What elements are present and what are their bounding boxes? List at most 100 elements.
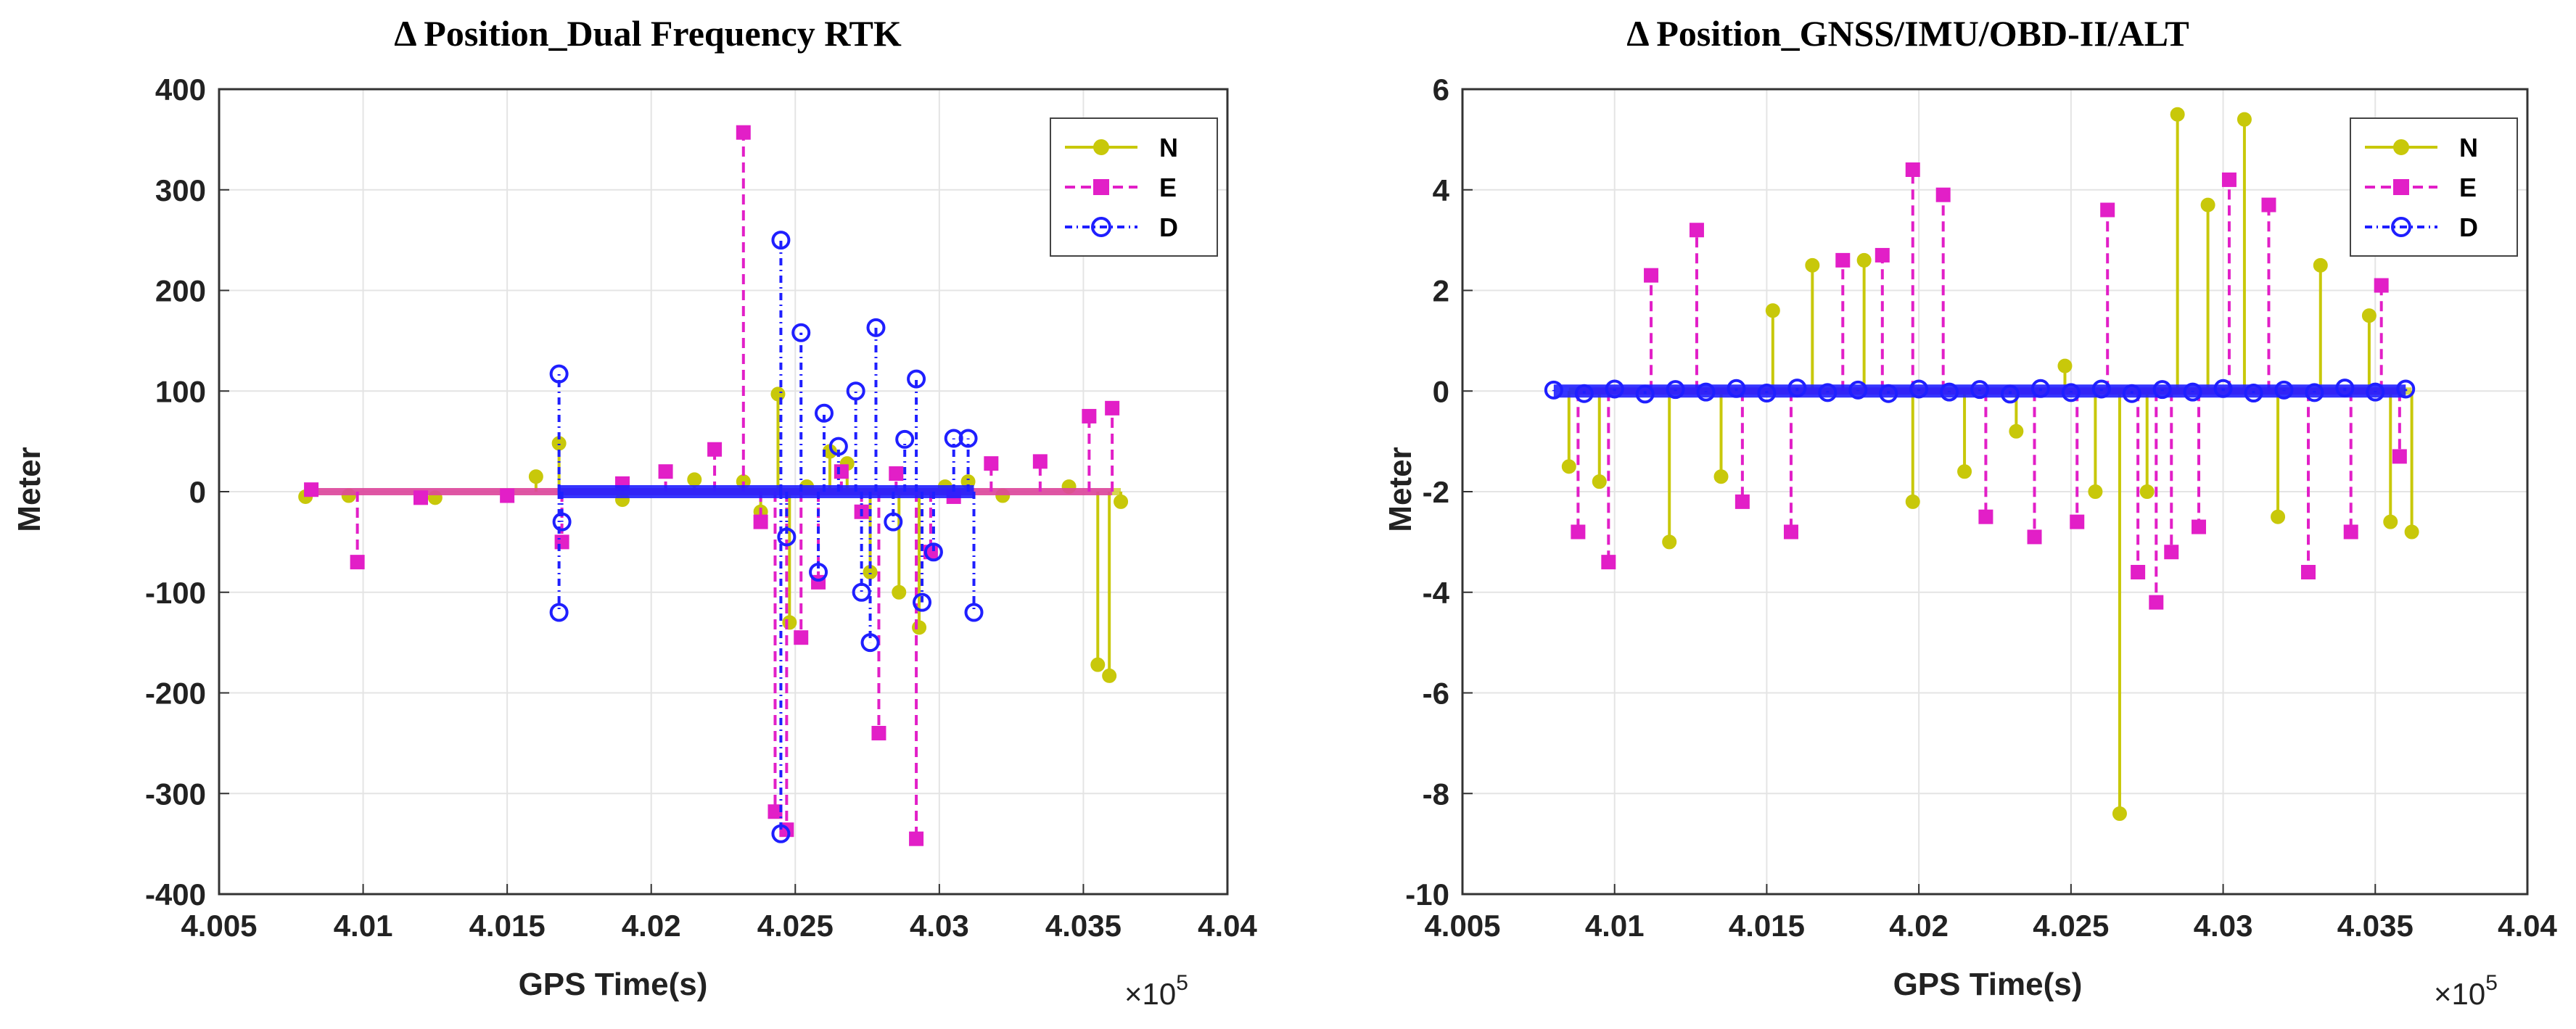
x-exponent-label: ×105 — [2434, 971, 2498, 1011]
data-point — [1635, 384, 1655, 404]
x-tick-label: 4.005 — [1424, 909, 1500, 943]
data-point — [2404, 524, 2419, 540]
data-point — [2343, 524, 2358, 540]
data-point — [1102, 668, 1117, 683]
data-point — [2274, 380, 2294, 400]
data-point — [892, 584, 907, 600]
data-point — [2183, 382, 2202, 402]
data-point — [912, 620, 927, 635]
data-point — [1940, 382, 1959, 402]
data-point — [1114, 494, 1129, 509]
data-point — [1818, 383, 1838, 402]
data-point — [1605, 379, 1624, 399]
y-tick-label: -4 — [1423, 576, 1450, 610]
legend-label: N — [2459, 133, 2478, 162]
data-point — [1727, 379, 1746, 398]
data-point — [1935, 187, 1951, 202]
data-point — [707, 442, 723, 457]
data-point — [2213, 379, 2233, 398]
data-point — [1957, 464, 1972, 479]
data-point — [2383, 514, 2398, 529]
data-point — [1574, 384, 1594, 403]
y-tick-label: 6 — [1433, 73, 1449, 107]
series-E — [304, 125, 1120, 846]
x-tick-label: 4.015 — [469, 909, 546, 943]
data-point — [1662, 534, 1677, 550]
axes-frame — [218, 88, 1229, 896]
data-point — [2396, 379, 2416, 399]
data-point — [2131, 565, 2146, 579]
chart-title: Δ Position_GNSS/IMU/OBD-II/ALT — [1626, 13, 2189, 54]
y-tick-label: 400 — [155, 73, 206, 107]
data-point — [871, 726, 886, 740]
data-point — [2027, 529, 2042, 545]
data-point — [2112, 806, 2127, 821]
data-point — [1909, 379, 1929, 399]
x-tick-label: 4.01 — [1585, 909, 1645, 943]
y-tick-label: 100 — [155, 374, 206, 408]
data-point — [964, 603, 984, 622]
data-point — [549, 603, 569, 622]
x-axis-label: GPS Time(s) — [1893, 967, 2083, 1002]
data-point — [2139, 484, 2155, 499]
legend-marker — [2393, 139, 2409, 155]
data-point — [2149, 595, 2164, 610]
data-point — [413, 490, 428, 505]
legend-marker — [1093, 139, 1109, 155]
data-point — [2070, 514, 2085, 529]
data-point — [2192, 519, 2207, 534]
data-point — [1561, 459, 1576, 474]
data-point — [2091, 379, 2111, 399]
y-tick-label: 4 — [1433, 173, 1450, 207]
data-point — [2305, 383, 2324, 402]
data-point — [828, 437, 848, 456]
data-point — [2030, 379, 2050, 398]
data-point — [2236, 112, 2252, 127]
data-point — [350, 555, 365, 570]
data-point — [2374, 278, 2389, 293]
x-tick-label: 4.04 — [2498, 909, 2557, 943]
data-point — [777, 527, 797, 547]
data-point — [834, 464, 849, 479]
data-point — [1032, 454, 1048, 469]
data-point — [852, 582, 871, 602]
data-point — [958, 429, 978, 448]
legend-label: D — [1159, 212, 1178, 242]
y-tick-label: -2 — [1423, 475, 1449, 509]
data-point — [552, 512, 572, 532]
y-tick-label: -6 — [1423, 677, 1449, 711]
y-tick-label: -100 — [145, 576, 206, 610]
data-point — [2392, 449, 2407, 464]
data-point — [1696, 382, 1716, 402]
x-tick-label: 4.015 — [1729, 909, 1805, 943]
data-point — [2361, 308, 2377, 323]
data-point — [1875, 247, 1890, 263]
data-point — [549, 364, 569, 384]
y-axis-label: Meter — [1383, 447, 1418, 532]
y-tick-label: 200 — [155, 274, 206, 308]
x-axis-label: GPS Time(s) — [519, 967, 708, 1002]
data-point — [736, 125, 751, 140]
data-point — [895, 429, 915, 449]
y-tick-label: -10 — [1405, 877, 1449, 912]
data-point — [2057, 358, 2073, 373]
series-D — [1544, 379, 2416, 404]
data-point — [1105, 400, 1120, 416]
data-point — [1713, 469, 1729, 484]
data-point — [2244, 384, 2263, 403]
y-tick-label: 0 — [1433, 374, 1449, 408]
legend: NED — [2350, 117, 2518, 257]
y-tick-label: -200 — [145, 677, 206, 711]
data-point — [2061, 383, 2081, 402]
data-point — [2271, 509, 2286, 524]
data-point — [1905, 494, 1920, 509]
data-point — [889, 466, 904, 482]
x-tick-label: 4.04 — [1198, 909, 1257, 943]
legend-label: E — [1159, 173, 1177, 202]
data-point — [791, 323, 811, 342]
y-tick-label: -400 — [145, 877, 206, 912]
data-point — [1905, 162, 1920, 177]
data-point — [923, 542, 943, 562]
data-point — [2152, 380, 2172, 400]
